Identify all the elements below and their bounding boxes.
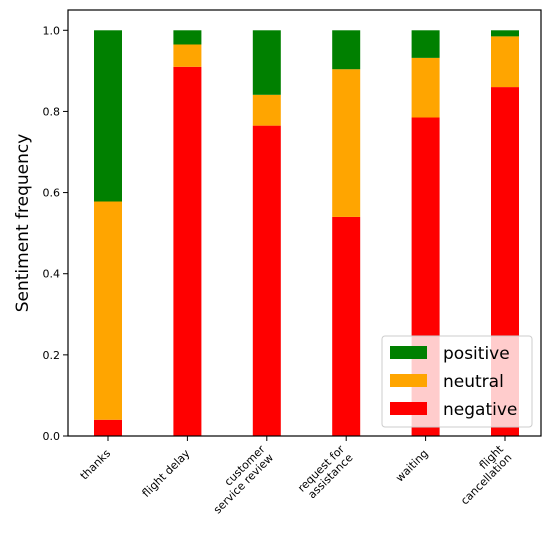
- y-tick-label-3: 0.6: [43, 187, 61, 200]
- legend-swatch-neutral: [390, 374, 427, 387]
- axes-frame: [67, 9, 542, 437]
- bar-positive-0: [94, 30, 122, 202]
- y-tick-label-4: 0.8: [43, 105, 61, 118]
- x-axis: thanks flight delay customerservice review…: [78, 436, 515, 516]
- bar-negative-1: [173, 66, 202, 437]
- bar-neutral-2: [252, 94, 281, 126]
- bar-positive-4: [411, 30, 440, 58]
- legend-swatch-positive: [390, 346, 427, 359]
- y-axis-label: Sentiment frequency: [13, 134, 33, 313]
- legend-label-positive: positive: [443, 344, 510, 364]
- bar-neutral-0: [94, 201, 122, 420]
- bar-negative-3: [332, 216, 361, 436]
- bar-neutral-1: [173, 44, 202, 67]
- y-tick-label-1: 0.2: [43, 349, 61, 362]
- legend-swatch-negative: [390, 402, 427, 415]
- legend: positive neutral negative: [381, 335, 533, 428]
- bar-neutral-3: [332, 69, 361, 217]
- x-tick-label-4: waiting: [393, 447, 431, 485]
- y-tick-label-2: 0.4: [43, 268, 61, 281]
- bar-positive-1: [173, 30, 202, 45]
- y-tick-label-5: 1.0: [43, 24, 61, 37]
- bar-positive-3: [332, 30, 361, 70]
- x-tick-label-5: flightcancellation: [450, 442, 515, 507]
- y-axis: 0.0 0.2 0.4 0.6 0.8 1.0: [43, 24, 68, 443]
- bar-neutral-4: [411, 57, 440, 118]
- bar-negative-0: [94, 419, 122, 436]
- x-tick-label-2: customerservice review: [202, 442, 276, 516]
- bar-negative-2: [252, 125, 281, 436]
- bars-group: [94, 30, 519, 437]
- bar-positive-2: [252, 30, 281, 95]
- legend-label-neutral: neutral: [443, 372, 504, 392]
- x-tick-label-1: flight delay: [140, 447, 193, 500]
- legend-label-negative: negative: [443, 400, 517, 420]
- bar-positive-5: [491, 30, 519, 37]
- x-tick-label-0: thanks: [78, 447, 114, 483]
- bar-neutral-5: [491, 36, 519, 88]
- x-tick-label-3: request forassistance: [295, 442, 356, 503]
- y-tick-label-0: 0.0: [43, 430, 61, 443]
